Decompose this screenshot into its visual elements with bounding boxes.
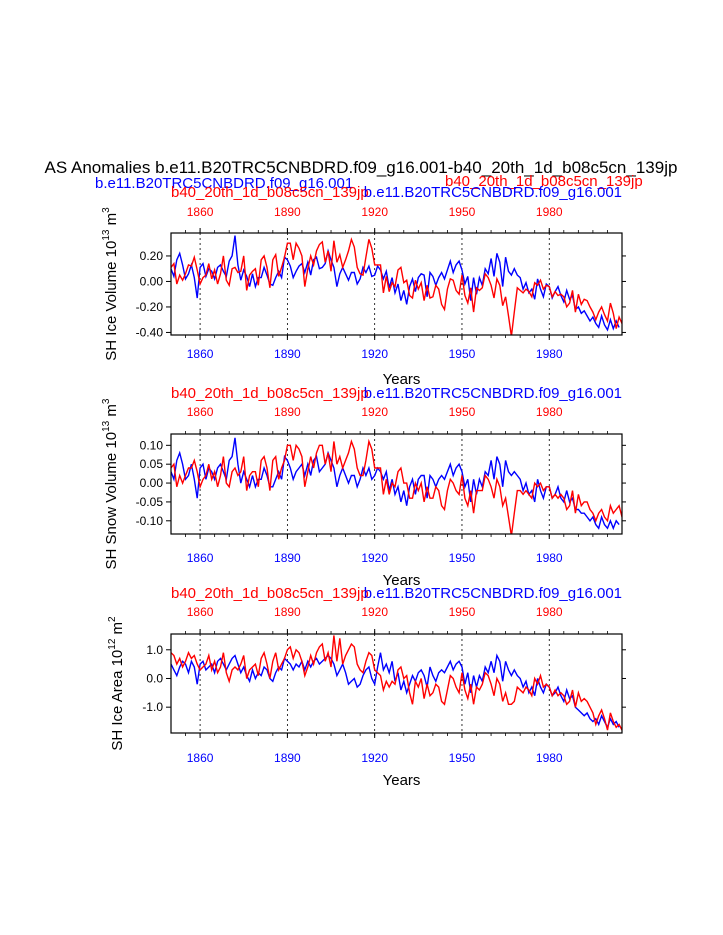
figure-title: AS Anomalies b.e11.B20TRC5CNBDRD.f09_g16…	[45, 158, 678, 177]
x-bottom-tick-label: 1920	[361, 347, 388, 361]
panel-title-left: b40_20th_1d_b08c5cn_139jp	[171, 184, 369, 201]
y-tick-label: 0.05	[140, 457, 164, 471]
series-line-case-b	[171, 237, 622, 335]
y-tick-label: 0.00	[140, 274, 164, 288]
x-bottom-tick-label: 1860	[187, 551, 214, 565]
y-axis-label: SH Ice Area 1012 m2	[107, 616, 126, 751]
x-top-tick-label: 1950	[449, 405, 476, 419]
y-tick-label: -0.10	[136, 514, 164, 528]
x-top-tick-label: 1890	[274, 205, 301, 219]
plot-frame	[170, 232, 623, 336]
y-tick-label: -0.40	[136, 325, 164, 339]
x-bottom-tick-label: 1890	[274, 751, 301, 765]
panel-snow-volume: b40_20th_1d_b08c5cn_139jpb.e11.B20TRC5CN…	[101, 385, 626, 589]
x-top-tick-label: 1920	[361, 405, 388, 419]
y-tick-label: 1.0	[146, 643, 163, 657]
y-axis-label-exponent: 12	[107, 638, 118, 650]
figure-case-b-label: b40_20th_1d_b08c5cn_139jp	[445, 173, 643, 190]
x-top-tick-label: 1860	[187, 405, 214, 419]
y-axis-label-exponent: 13	[101, 229, 112, 241]
x-bottom-tick-label: 1920	[361, 551, 388, 565]
x-top-tick-label: 1950	[449, 605, 476, 619]
x-top-tick-label: 1980	[536, 205, 563, 219]
x-axis-label: Years	[383, 572, 421, 589]
x-axis-label: Years	[383, 371, 421, 388]
panel-title-right: b.e11.B20TRC5CNBDRD.f09_g16.001	[364, 585, 622, 602]
x-bottom-tick-label: 1890	[274, 551, 301, 565]
x-axis-label: Years	[383, 772, 421, 789]
panel-title-left: b40_20th_1d_b08c5cn_139jp	[171, 585, 369, 602]
panel-title-left: b40_20th_1d_b08c5cn_139jp	[171, 385, 369, 402]
y-tick-label: 0.10	[140, 438, 164, 452]
y-axis-label-unit: m	[103, 404, 120, 421]
panel-title-right: b.e11.B20TRC5CNBDRD.f09_g16.001	[364, 385, 622, 402]
y-tick-label: 0.20	[140, 249, 164, 263]
x-bottom-tick-label: 1920	[361, 751, 388, 765]
x-top-tick-label: 1920	[361, 605, 388, 619]
series-line-case-a	[171, 652, 620, 730]
y-axis-label-unit: m	[109, 622, 126, 639]
x-bottom-tick-label: 1950	[449, 551, 476, 565]
y-axis-label-unit-exponent: 2	[107, 616, 118, 622]
x-top-tick-label: 1920	[361, 205, 388, 219]
series-line-case-b	[171, 635, 622, 732]
panel-title-right: b.e11.B20TRC5CNBDRD.f09_g16.001	[364, 184, 622, 201]
x-bottom-tick-label: 1860	[187, 751, 214, 765]
y-axis-label: SH Snow Volume 1013 m3	[101, 398, 120, 569]
y-tick-label: 0.00	[140, 476, 164, 490]
y-tick-label: 0.0	[146, 671, 163, 685]
x-bottom-tick-label: 1980	[536, 551, 563, 565]
x-bottom-tick-label: 1980	[536, 347, 563, 361]
x-top-tick-label: 1860	[187, 205, 214, 219]
y-axis-label: SH Ice Volume 1013 m3	[101, 207, 120, 361]
x-top-tick-label: 1980	[536, 405, 563, 419]
x-top-tick-label: 1890	[274, 605, 301, 619]
y-tick-label: -0.05	[136, 495, 164, 509]
x-top-tick-label: 1890	[274, 405, 301, 419]
y-axis-label-unit-exponent: 3	[101, 207, 112, 213]
x-bottom-tick-label: 1950	[449, 751, 476, 765]
y-axis-label-text: SH Snow Volume 10	[103, 432, 120, 570]
y-axis-label-unit-exponent: 3	[101, 398, 112, 404]
y-tick-label: -0.20	[136, 300, 164, 314]
x-bottom-tick-label: 1950	[449, 347, 476, 361]
figure-case-a-label: b.e11.B20TRC5CNBDRD.f09_g16.001	[95, 175, 353, 192]
x-top-tick-label: 1950	[449, 205, 476, 219]
x-bottom-tick-label: 1890	[274, 347, 301, 361]
plot-frame	[170, 433, 623, 535]
y-axis-label-unit: m	[103, 213, 120, 230]
x-bottom-tick-label: 1980	[536, 751, 563, 765]
series-line-case-b	[171, 438, 622, 534]
x-top-tick-label: 1980	[536, 605, 563, 619]
panel-ice-volume: b40_20th_1d_b08c5cn_139jpb.e11.B20TRC5CN…	[101, 184, 626, 388]
y-axis-label-text: SH Ice Volume 10	[103, 241, 120, 361]
panel-ice-area: b40_20th_1d_b08c5cn_139jpb.e11.B20TRC5CN…	[107, 585, 626, 789]
y-tick-label: -1.0	[142, 700, 163, 714]
x-bottom-tick-label: 1860	[187, 347, 214, 361]
y-axis-label-text: SH Ice Area 10	[109, 650, 126, 751]
x-top-tick-label: 1860	[187, 605, 214, 619]
y-axis-label-exponent: 13	[101, 420, 112, 432]
plot-frame	[170, 633, 623, 734]
